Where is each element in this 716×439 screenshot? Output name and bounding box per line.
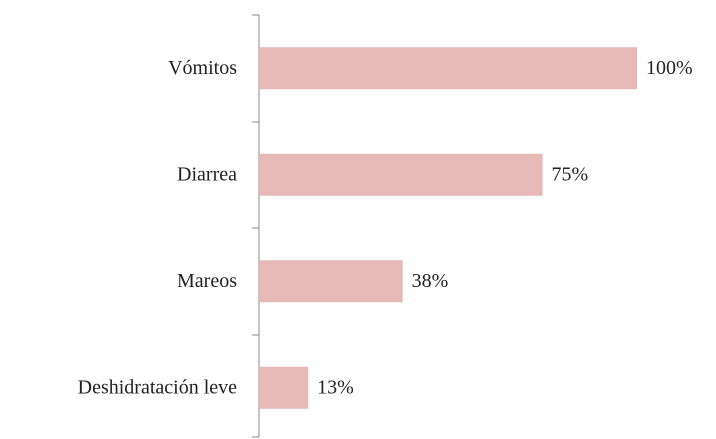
value-label: 100% bbox=[646, 57, 693, 79]
bar bbox=[259, 366, 309, 409]
bar bbox=[259, 47, 637, 90]
y-tick-label: Diarrea bbox=[177, 163, 237, 185]
value-label: 13% bbox=[317, 376, 354, 398]
y-tick-label: Deshidratación leve bbox=[78, 376, 237, 398]
value-label: 38% bbox=[412, 270, 449, 292]
y-tick-label: Mareos bbox=[177, 270, 237, 292]
value-label: 75% bbox=[552, 163, 589, 185]
bar bbox=[259, 260, 403, 303]
y-tick-label: Vómitos bbox=[168, 57, 237, 79]
category-axis bbox=[252, 14, 260, 438]
bar bbox=[259, 153, 543, 196]
